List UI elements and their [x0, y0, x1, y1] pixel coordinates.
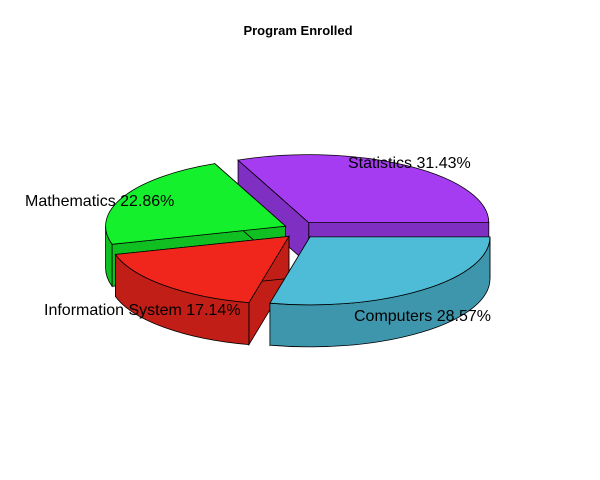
pie-slices	[105, 154, 491, 348]
chart-title: Program Enrolled	[243, 23, 352, 38]
information-system-slice-top	[114, 235, 290, 304]
pie-slice	[114, 234, 290, 347]
slice-label: Mathematics 22.86%	[25, 193, 174, 210]
computers-slice-top	[269, 236, 491, 306]
slice-label: Statistics 31.43%	[348, 155, 471, 172]
pie-slice	[269, 235, 491, 348]
statistics-slice-top	[237, 154, 490, 224]
slice-label: Information System 17.14%	[44, 302, 241, 319]
slice-labels: Statistics 31.43% Computers 28.57% Informa…	[25, 155, 491, 325]
mathematics-slice-top	[105, 163, 287, 245]
slice-label: Computers 28.57%	[354, 308, 491, 325]
